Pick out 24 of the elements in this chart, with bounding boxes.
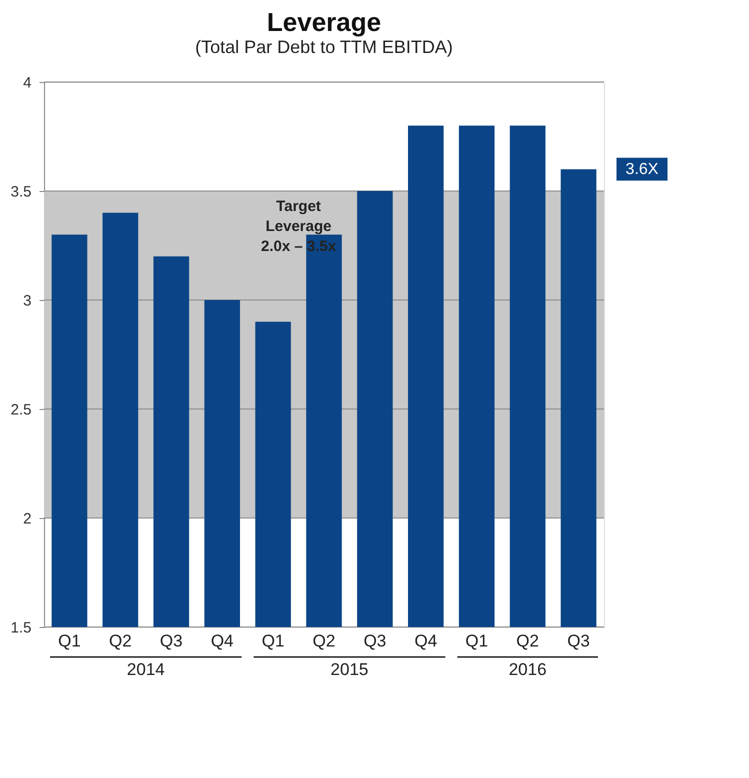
x-tick-label: Q1 — [58, 632, 81, 650]
text: 2016 — [508, 660, 547, 679]
x-tick-label: Q1 — [262, 632, 284, 650]
x-tick-label: Q3 — [364, 632, 386, 650]
text: 2014 — [126, 660, 165, 679]
y-tick-label: 2 — [23, 510, 32, 528]
y-tick-label: 4 — [23, 74, 32, 92]
chart-title: Leverage — [266, 7, 382, 37]
band-label: Target Leverage 2.0x – 3.5x — [261, 198, 337, 255]
y-tick-label: 2.5 — [10, 402, 32, 418]
x-tick-label: Q4 — [414, 632, 438, 650]
x-tick-label: Q4 — [210, 632, 234, 650]
x-tick-label: Q2 — [109, 632, 132, 650]
chart-subtitle: (Total Par Debt to TTM EBITDA) — [195, 37, 453, 57]
text: 2015 — [330, 660, 368, 679]
y-tick-label: 3.5 — [10, 184, 32, 200]
x-tick-label: Q2 — [516, 632, 539, 650]
x-tick-label: Q3 — [567, 632, 590, 650]
text: 3.6X — [626, 161, 659, 178]
x-tick-label: Q3 — [160, 632, 183, 650]
x-tick-label: Q1 — [465, 632, 488, 650]
y-tick-label: 3 — [23, 292, 32, 310]
x-tick-label: Q2 — [312, 632, 336, 650]
y-tick-label: 1.5 — [10, 620, 32, 636]
